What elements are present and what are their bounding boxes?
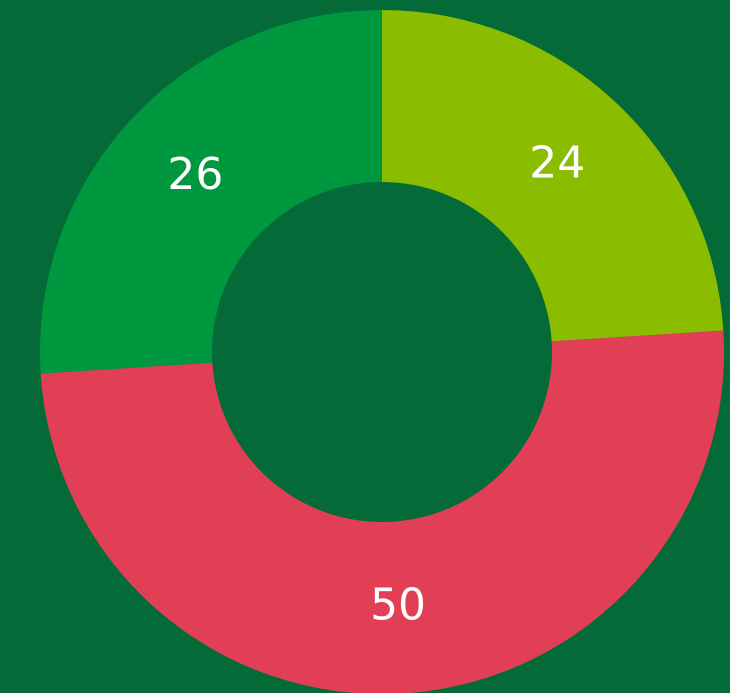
data-label: 50 [370, 579, 426, 630]
donut-slice [40, 330, 724, 693]
data-label: 24 [529, 137, 585, 188]
donut-slice [382, 10, 724, 342]
donut-slice [39, 10, 382, 374]
data-label: 26 [167, 149, 223, 200]
